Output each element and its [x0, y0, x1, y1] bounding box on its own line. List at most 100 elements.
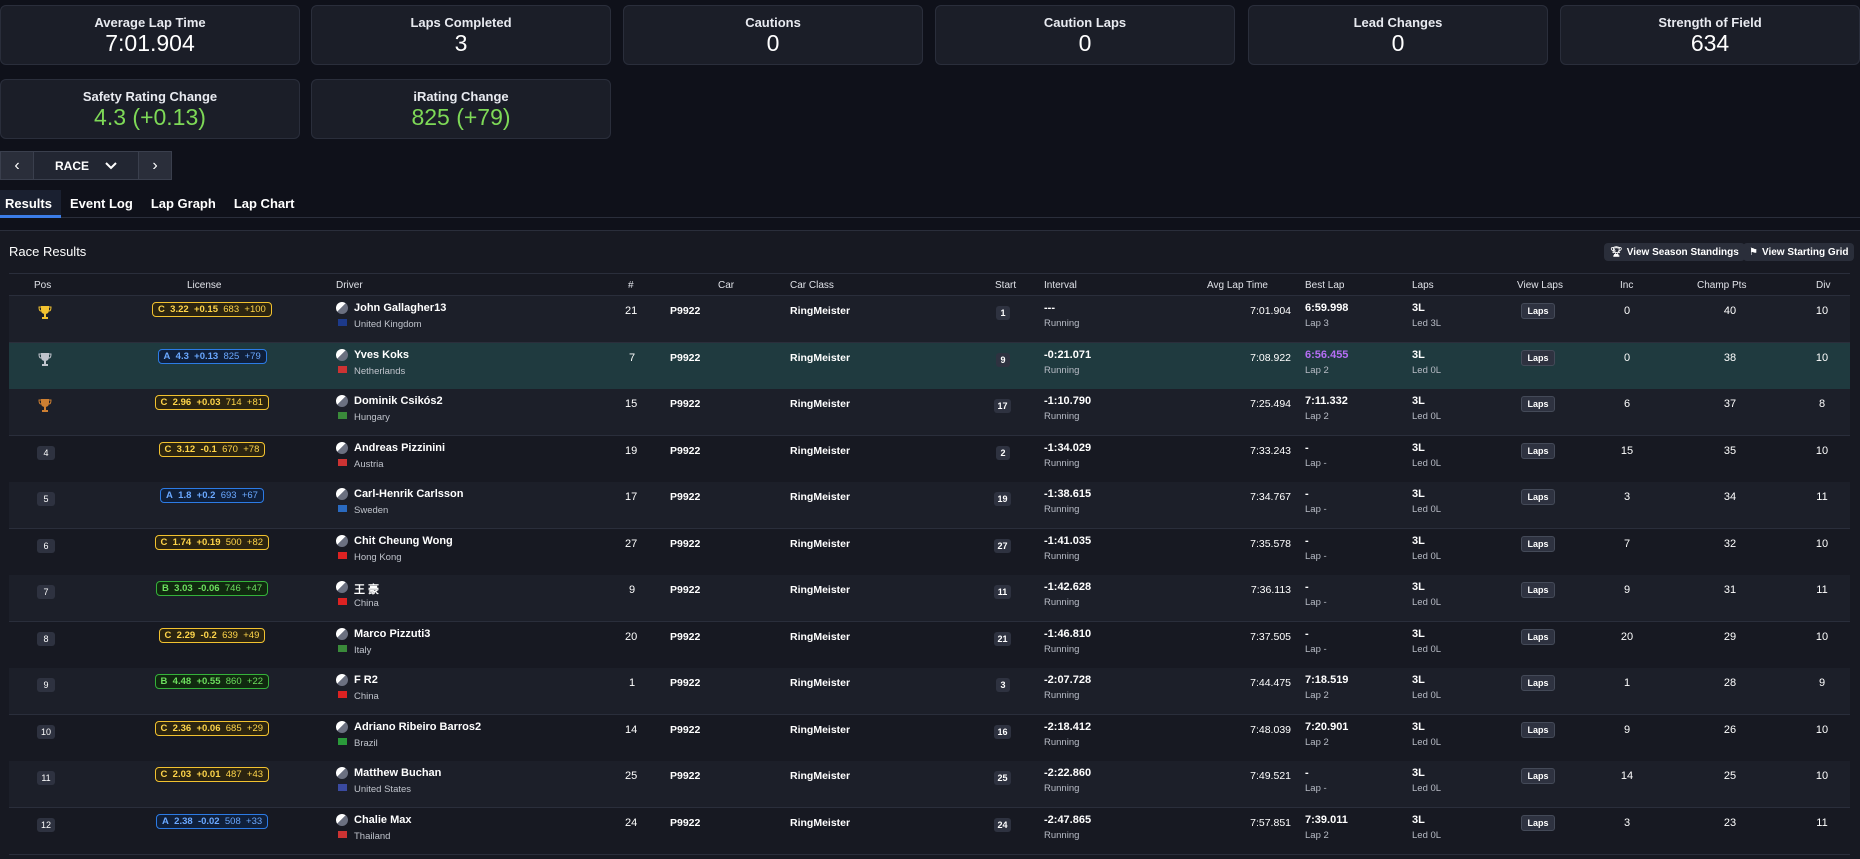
safety-rating-change: -0.2	[200, 629, 217, 641]
table-row[interactable]: 7 B 3.03 -0.06 746 +47 王 豪 China 9 P9922 RingM…	[9, 575, 1850, 622]
driver-name[interactable]: Marco Pizzuti3	[354, 627, 431, 640]
safety-rating: 1.74	[172, 536, 192, 548]
driver-status: Running	[1044, 457, 1080, 469]
col-avg-lap[interactable]: Avg Lap Time	[1207, 280, 1268, 291]
car-name: P9922	[670, 770, 701, 782]
table-row[interactable]: A 4.3 +0.13 825 +79 Yves Koks Netherlands 7…	[9, 342, 1850, 390]
driver-name[interactable]: Chit Cheung Wong	[354, 534, 453, 547]
car-class: RingMeister	[790, 630, 851, 643]
best-lap-time: 7:18.519	[1305, 674, 1349, 686]
start-position-badge: 16	[994, 724, 1011, 739]
driver-name[interactable]: Carl-Henrik Carlsson	[354, 488, 464, 500]
table-row[interactable]: 9 B 4.48 +0.55 860 +22 F R2 China 1 P9922 Ring…	[9, 668, 1850, 715]
view-laps-button[interactable]: Laps	[1521, 814, 1555, 831]
view-laps-button[interactable]: Laps	[1521, 721, 1555, 738]
helmet-icon	[336, 813, 348, 826]
view-season-standings-button[interactable]: 🏆︎ View Season Standings	[1604, 243, 1745, 261]
helmet-icon	[336, 581, 348, 593]
driver-name[interactable]: John Gallagher13	[354, 302, 447, 314]
col-div[interactable]: Div	[1816, 280, 1831, 291]
next-session-button[interactable]: ›	[138, 151, 172, 180]
col-interval[interactable]: Interval	[1044, 280, 1077, 291]
view-laps-button[interactable]: Laps	[1521, 675, 1555, 691]
col-best-lap[interactable]: Best Lap	[1305, 280, 1345, 291]
interval-value: -0:21.071	[1044, 348, 1092, 361]
driver-name[interactable]: Yves Koks	[354, 348, 410, 361]
incidents: 15	[1620, 444, 1634, 457]
table-header: Pos License Driver # Car Car Class Start…	[9, 273, 1850, 296]
driver-country: United States	[354, 784, 412, 795]
tab-results[interactable]: Results	[0, 190, 61, 218]
col-start[interactable]: Start	[995, 280, 1017, 291]
helmet-icon	[336, 534, 348, 547]
driver-status: Running	[1044, 411, 1080, 422]
table-row[interactable]: C 3.22 +0.15 683 +100 John Gallagher13 Uni…	[9, 296, 1850, 343]
view-laps-button[interactable]: Laps	[1521, 396, 1555, 412]
table-row[interactable]: 8 C 2.29 -0.2 639 +49 Marco Pizzuti3 Italy 2…	[9, 621, 1850, 669]
driver-name[interactable]: Matthew Buchan	[354, 767, 442, 779]
best-lap-time: -	[1305, 534, 1309, 547]
best-lap-number: Lap 2	[1305, 829, 1329, 841]
table-row[interactable]: 10 C 2.36 +0.06 685 +29 Adriano Ribeiro Ba…	[9, 714, 1850, 762]
driver-name[interactable]: Dominik Csikós2	[354, 395, 443, 407]
driver-name[interactable]: Adriano Ribeiro Barros2	[354, 720, 482, 733]
country-flag-icon	[338, 598, 347, 605]
session-dropdown-label: RACE	[54, 158, 89, 173]
champ-points: 37	[1723, 398, 1737, 410]
prev-session-button[interactable]: ‹	[0, 151, 34, 180]
country-flag-icon	[338, 412, 347, 419]
driver-name[interactable]: 王 豪	[354, 584, 380, 596]
best-lap-number: Lap 2	[1305, 411, 1329, 422]
view-laps-button[interactable]: Laps	[1521, 442, 1555, 459]
col-inc[interactable]: Inc	[1620, 280, 1634, 291]
license-badge: C 3.22 +0.15 683 +100	[152, 302, 272, 317]
col-car-class[interactable]: Car Class	[790, 280, 834, 291]
view-laps-button[interactable]: Laps	[1521, 582, 1555, 598]
table-row[interactable]: 6 C 1.74 +0.19 500 +82 Chit Cheung Wong Hon…	[9, 528, 1850, 576]
tab-event-log[interactable]: Event Log	[69, 196, 133, 211]
stat-value: 0	[766, 30, 780, 56]
table-row[interactable]: 4 C 3.12 -0.1 670 +78 Andreas Pizzinini Aus…	[9, 435, 1850, 483]
car-name: P9922	[670, 630, 701, 643]
driver-name[interactable]: Andreas Pizzinini	[354, 441, 446, 454]
safety-rating: 2.96	[172, 397, 192, 408]
safety-rating: 2.36	[172, 722, 192, 734]
col-car[interactable]: Car	[718, 280, 735, 291]
irating: 714	[225, 397, 242, 408]
incidents: 14	[1620, 770, 1634, 782]
view-laps-button[interactable]: Laps	[1521, 535, 1555, 552]
avg-lap-time: 7:57.851	[1250, 816, 1291, 829]
table-row[interactable]: 5 A 1.8 +0.2 693 +67 Carl-Henrik Carlsson S…	[9, 482, 1850, 529]
view-laps-button[interactable]: Laps	[1521, 628, 1555, 645]
view-starting-grid-button[interactable]: ⚑ View Starting Grid	[1743, 243, 1855, 261]
tab-lap-graph[interactable]: Lap Graph	[150, 196, 216, 211]
division: 10	[1815, 305, 1829, 317]
irating: 639	[222, 629, 238, 641]
incidents: 6	[1623, 398, 1631, 410]
table-row[interactable]: C 2.96 +0.03 714 +81 Dominik Csikós2 Hunga…	[9, 389, 1850, 436]
incidents: 1	[1623, 677, 1631, 689]
col-champ-pts[interactable]: Champ Pts	[1697, 280, 1747, 291]
col-pos[interactable]: Pos	[34, 280, 52, 291]
view-laps-button[interactable]: Laps	[1521, 303, 1555, 319]
col-number[interactable]: #	[628, 280, 634, 291]
stat-label: Average Lap Time	[94, 15, 206, 30]
table-row[interactable]: 11 C 2.03 +0.01 487 +43 Matthew Buchan Unit…	[9, 761, 1850, 808]
driver-country: China	[354, 598, 379, 609]
tab-lap-chart[interactable]: Lap Chart	[233, 196, 295, 211]
view-laps-button[interactable]: Laps	[1521, 768, 1555, 784]
col-license[interactable]: License	[187, 280, 222, 291]
driver-name[interactable]: F R2	[354, 674, 378, 686]
laps-led: Led 0L	[1412, 411, 1442, 422]
driver-name[interactable]: Chalie Max	[354, 813, 412, 826]
view-laps-button[interactable]: Laps	[1521, 349, 1555, 366]
laps-completed: 3L	[1412, 534, 1425, 547]
driver-country: Sweden	[354, 505, 389, 516]
table-row[interactable]: 12 A 2.38 -0.02 508 +33 Chalie Max Thailand…	[9, 807, 1850, 855]
view-laps-button[interactable]: Laps	[1521, 489, 1555, 505]
session-dropdown[interactable]: RACE	[34, 151, 138, 180]
car-class: RingMeister	[790, 584, 851, 596]
col-laps[interactable]: Laps	[1412, 280, 1434, 291]
col-driver[interactable]: Driver	[336, 280, 363, 291]
license-class: A	[166, 490, 173, 501]
